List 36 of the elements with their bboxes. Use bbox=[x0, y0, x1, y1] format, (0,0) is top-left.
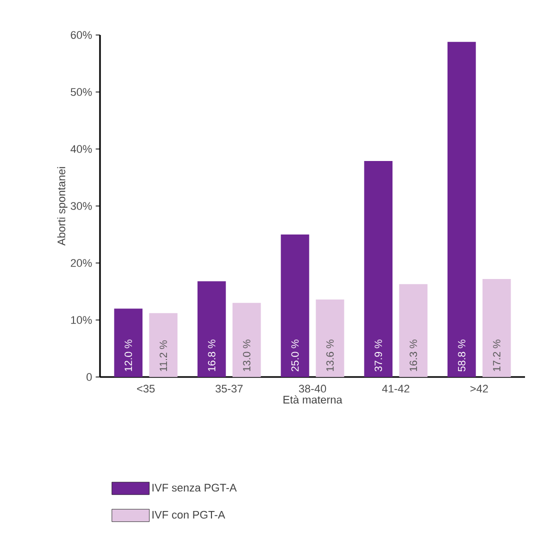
bar bbox=[399, 284, 428, 377]
y-tick-label: 0 bbox=[86, 373, 92, 381]
bar bbox=[448, 42, 476, 377]
y-tick-label: 10% bbox=[71, 316, 92, 324]
legend-label: IVF senza PGT-A bbox=[152, 484, 237, 492]
data-label: 16.3 % bbox=[410, 340, 418, 372]
bar bbox=[114, 308, 142, 377]
bar bbox=[232, 302, 261, 377]
data-label: 11.2 % bbox=[160, 340, 168, 372]
bar bbox=[280, 234, 310, 377]
data-label: 12.0 % bbox=[124, 340, 132, 372]
legend-label: IVF con PGT-A bbox=[152, 510, 226, 519]
y-tick-label: 30% bbox=[70, 202, 92, 210]
bar bbox=[198, 281, 226, 377]
x-tick-label: >42 bbox=[470, 384, 488, 392]
data-label: 17.2 % bbox=[492, 340, 500, 372]
bar bbox=[316, 299, 344, 377]
data-label: 25.0 % bbox=[291, 340, 299, 372]
x-tick-label: <35 bbox=[137, 384, 155, 393]
bar bbox=[364, 160, 393, 377]
y-tick-label: 40% bbox=[70, 145, 92, 153]
x-tick-label: 38-40 bbox=[298, 384, 326, 393]
data-label: 13.0 % bbox=[242, 340, 250, 372]
x-tick-label: 35-37 bbox=[216, 384, 243, 393]
y-axis-title: Aborti spontanei bbox=[57, 167, 68, 246]
y-tick-label: 50% bbox=[70, 88, 92, 96]
y-tick-label: 20% bbox=[70, 259, 92, 267]
y-tick-label: 60% bbox=[70, 31, 92, 39]
data-label: 37.9 % bbox=[374, 340, 382, 372]
bar bbox=[482, 278, 511, 377]
x-tick-label: 41-42 bbox=[382, 384, 410, 392]
data-label: 13.6 % bbox=[326, 340, 334, 372]
data-label: 58.8 % bbox=[458, 340, 466, 372]
data-label: 16.8 % bbox=[208, 340, 216, 372]
x-axis-title: Età materna bbox=[284, 395, 342, 404]
bar bbox=[149, 313, 178, 377]
